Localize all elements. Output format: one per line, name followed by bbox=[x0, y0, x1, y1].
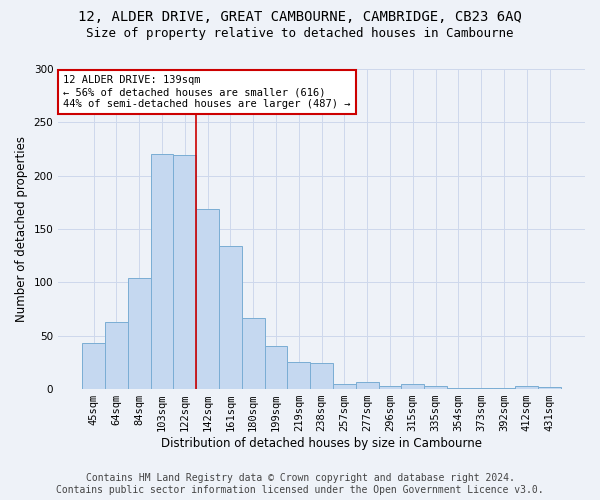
Text: Size of property relative to detached houses in Cambourne: Size of property relative to detached ho… bbox=[86, 28, 514, 40]
Bar bbox=[151, 154, 173, 389]
Bar bbox=[242, 318, 265, 389]
Bar bbox=[538, 387, 561, 389]
X-axis label: Distribution of detached houses by size in Cambourne: Distribution of detached houses by size … bbox=[161, 437, 482, 450]
Bar bbox=[493, 388, 515, 389]
Bar bbox=[515, 386, 538, 389]
Bar bbox=[379, 386, 401, 389]
Bar bbox=[105, 322, 128, 389]
Text: Contains HM Land Registry data © Crown copyright and database right 2024.
Contai: Contains HM Land Registry data © Crown c… bbox=[56, 474, 544, 495]
Bar bbox=[173, 156, 196, 389]
Bar bbox=[265, 346, 287, 389]
Bar bbox=[447, 388, 470, 389]
Bar bbox=[401, 384, 424, 389]
Bar bbox=[219, 246, 242, 389]
Bar bbox=[196, 209, 219, 389]
Bar bbox=[470, 388, 493, 389]
Bar bbox=[310, 364, 333, 389]
Bar bbox=[82, 343, 105, 389]
Bar bbox=[287, 362, 310, 389]
Bar bbox=[128, 278, 151, 389]
Y-axis label: Number of detached properties: Number of detached properties bbox=[15, 136, 28, 322]
Bar bbox=[424, 386, 447, 389]
Text: 12 ALDER DRIVE: 139sqm
← 56% of detached houses are smaller (616)
44% of semi-de: 12 ALDER DRIVE: 139sqm ← 56% of detached… bbox=[64, 76, 351, 108]
Bar bbox=[333, 384, 356, 389]
Bar bbox=[356, 382, 379, 389]
Text: 12, ALDER DRIVE, GREAT CAMBOURNE, CAMBRIDGE, CB23 6AQ: 12, ALDER DRIVE, GREAT CAMBOURNE, CAMBRI… bbox=[78, 10, 522, 24]
